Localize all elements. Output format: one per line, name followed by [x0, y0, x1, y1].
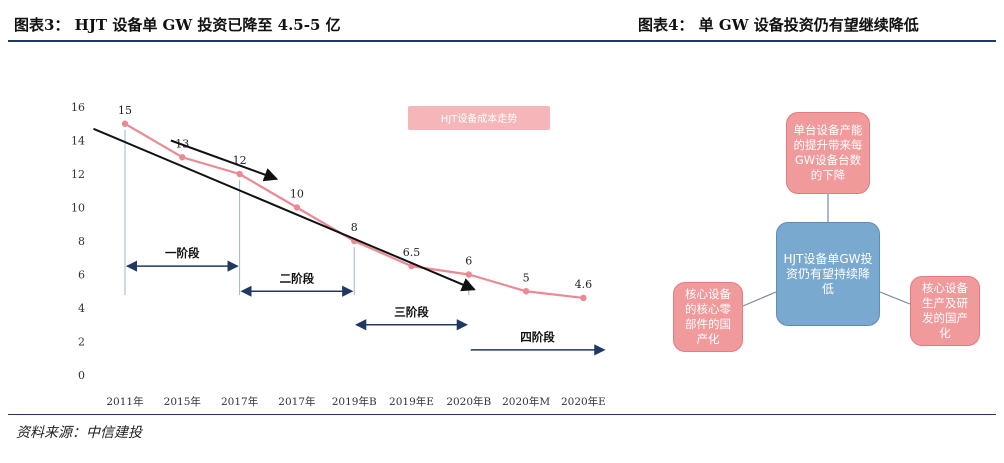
stage-label: 一阶段 [165, 246, 200, 260]
diagram-node-top: 单台设备产能的提升带来每GW设备台数的下降 [786, 112, 870, 194]
y-tick-label: 10 [71, 202, 85, 215]
diagram-connector [879, 291, 911, 305]
right-chart-title: 图表4： 单 GW 设备投资仍有望继续降低 [638, 16, 919, 34]
trend-arrow [170, 139, 279, 182]
trend-arrow [93, 127, 476, 292]
x-tick-label: 2020年E [561, 395, 606, 408]
x-tick-label: 2011年 [106, 395, 143, 408]
diagram-node-right-label: 核心设备生产及研发的国产化 [922, 281, 968, 340]
stage-label: 三阶段 [394, 305, 429, 319]
y-tick-label: 16 [71, 101, 85, 114]
stage-label: 四阶段 [520, 330, 555, 344]
data-label: 5 [523, 271, 530, 284]
y-tick-label: 4 [78, 302, 85, 315]
header-divider [8, 40, 996, 42]
legend-box [408, 106, 550, 130]
data-label: 6 [465, 255, 472, 268]
x-tick-label: 2019年E [389, 395, 434, 408]
y-tick-label: 12 [71, 168, 85, 181]
y-tick-label: 6 [78, 269, 85, 282]
x-tick-label: 2020年B [446, 395, 491, 408]
x-tick-label: 2020年M [502, 395, 550, 408]
diagram-node-top-label: 单台设备产能的提升带来每GW设备台数的下降 [793, 123, 863, 182]
data-label: 15 [118, 104, 132, 117]
x-tick-label: 2017年 [278, 395, 315, 408]
data-label: 8 [351, 221, 358, 234]
data-point [179, 154, 186, 161]
y-tick-label: 14 [71, 135, 85, 148]
data-label: 4.6 [575, 278, 593, 291]
y-tick-label: 0 [78, 369, 85, 382]
y-tick-label: 2 [78, 336, 85, 349]
diagram-connector [742, 291, 777, 307]
data-point [580, 294, 587, 302]
diagram-node-center-label: HJT设备单GW投资仍有望持续降低 [783, 251, 873, 296]
diagram-node-right: 核心设备生产及研发的国产化 [910, 276, 980, 346]
diagram-node-left-label: 核心设备的核心零部件的国产化 [685, 287, 731, 346]
header: 图表3： HJT 设备单 GW 投资已降至 4.5-5 亿 图表4： 单 GW … [0, 0, 1004, 44]
x-tick-label: 2017年 [221, 395, 258, 408]
data-point [236, 170, 243, 178]
stage-label: 二阶段 [280, 271, 315, 285]
x-tick-label: 2015年 [164, 395, 201, 408]
data-point [465, 271, 472, 278]
left-chart-title: 图表3： HJT 设备单 GW 投资已降至 4.5-5 亿 [14, 16, 341, 34]
data-point [293, 204, 301, 211]
diagram-node-center: HJT设备单GW投资仍有望持续降低 [776, 222, 880, 326]
data-label: 6.5 [403, 246, 421, 259]
footer-divider [8, 414, 996, 415]
data-label: 10 [290, 188, 304, 201]
y-tick-label: 8 [78, 235, 85, 248]
diagram-node-left: 核心设备的核心零部件的国产化 [673, 282, 743, 352]
x-tick-label: 2019年B [332, 395, 377, 408]
legend-label: HJT设备成本走势 [441, 112, 518, 125]
data-point [121, 120, 129, 127]
source-note: 资料来源：中信建投 [16, 425, 142, 441]
data-point [522, 288, 530, 295]
